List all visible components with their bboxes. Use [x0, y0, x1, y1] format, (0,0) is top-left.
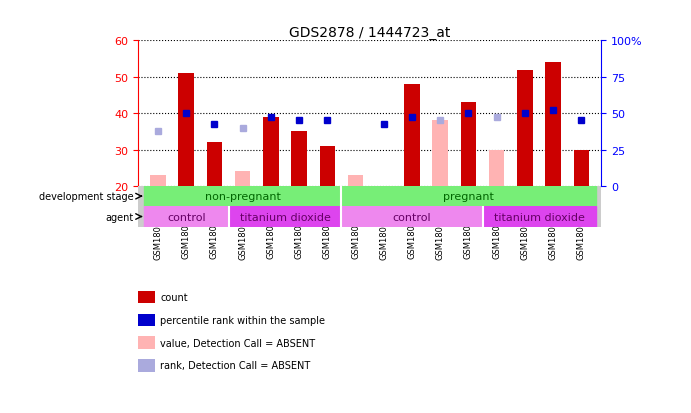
Bar [482, 207, 596, 227]
Bar [341, 207, 482, 227]
Bar [229, 207, 341, 227]
Text: agent: agent [105, 212, 133, 222]
Bar [178, 74, 194, 187]
Bar [341, 187, 596, 207]
Text: rank, Detection Call = ABSENT: rank, Detection Call = ABSENT [160, 361, 310, 370]
Bar [574, 150, 589, 187]
Bar [433, 121, 448, 187]
Text: titanium dioxide: titanium dioxide [240, 212, 330, 222]
Text: non-pregnant: non-pregnant [205, 192, 281, 202]
Bar [144, 207, 229, 227]
Bar [348, 176, 363, 187]
Text: development stage: development stage [39, 192, 133, 202]
Text: control: control [392, 212, 431, 222]
Text: count: count [160, 292, 188, 302]
Bar [319, 147, 335, 187]
Bar [461, 103, 476, 187]
Bar [144, 187, 341, 207]
Bar [150, 176, 166, 187]
Bar [235, 172, 250, 187]
Text: control: control [167, 212, 205, 222]
Bar [292, 132, 307, 187]
Title: GDS2878 / 1444723_at: GDS2878 / 1444723_at [289, 26, 451, 40]
Text: pregnant: pregnant [443, 192, 494, 202]
Text: percentile rank within the sample: percentile rank within the sample [160, 315, 325, 325]
Bar [207, 143, 223, 187]
Bar [489, 150, 504, 187]
Bar [545, 63, 561, 187]
Bar [517, 70, 533, 187]
Text: titanium dioxide: titanium dioxide [493, 212, 585, 222]
Bar [404, 85, 420, 187]
Text: value, Detection Call = ABSENT: value, Detection Call = ABSENT [160, 338, 315, 348]
Bar [263, 118, 278, 187]
